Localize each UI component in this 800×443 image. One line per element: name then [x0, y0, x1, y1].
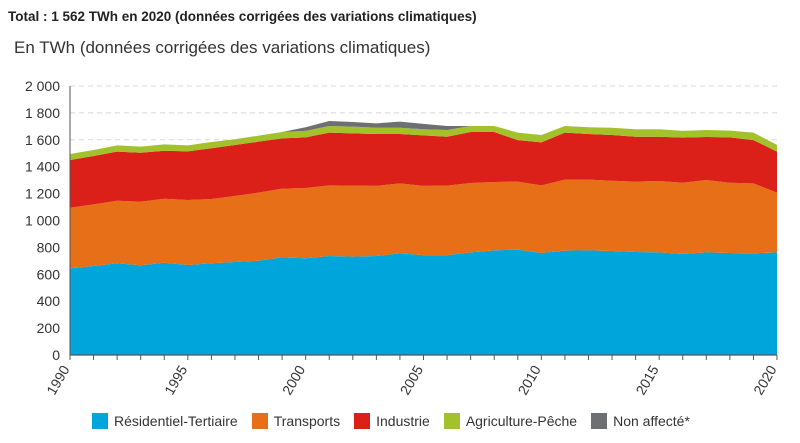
y-tick-label: 1 600: [25, 132, 60, 148]
legend: Résidentiel-Tertiaire Transports Industr…: [92, 413, 690, 429]
legend-swatch: [92, 413, 108, 429]
area-agriculture-p-che: [70, 125, 777, 160]
y-tick-label: 1 000: [25, 213, 60, 229]
y-tick-label: 400: [37, 293, 61, 309]
x-tick-label: 2015: [632, 362, 662, 397]
legend-label: Industrie: [376, 413, 430, 429]
legend-item-industrie: Industrie: [354, 413, 430, 429]
chart-title: Total : 1 562 TWh en 2020 (données corri…: [8, 9, 477, 24]
y-tick-label: 1 400: [25, 159, 60, 175]
x-tick-label: 1990: [43, 362, 73, 397]
area-transports: [70, 179, 777, 269]
x-tick-label: 2010: [514, 362, 544, 397]
legend-item-non-affecte: Non affecté*: [591, 413, 690, 429]
legend-item-agriculture: Agriculture-Pêche: [443, 413, 578, 429]
y-tick-label: 2 000: [25, 78, 60, 94]
y-tick-label: 800: [37, 239, 61, 255]
legend-swatch: [591, 413, 608, 429]
y-tick-label: 1 200: [25, 186, 60, 202]
area-non-affect-: [70, 120, 777, 155]
x-tick-label: 2000: [279, 362, 309, 397]
y-tick-label: 0: [52, 347, 60, 363]
x-tick-label: 2005: [397, 362, 427, 397]
legend-item-residentiel: Résidentiel-Tertiaire: [92, 413, 238, 429]
legend-label: Non affecté*: [613, 413, 690, 429]
legend-label: Transports: [273, 413, 341, 429]
legend-label: Résidentiel-Tertiaire: [114, 413, 238, 429]
legend-swatch: [251, 413, 268, 429]
area-r-sidentiel-tertiaire: [70, 249, 777, 355]
legend-item-transports: Transports: [251, 413, 341, 429]
y-tick-label: 1 800: [25, 105, 60, 121]
x-tick-label: 1995: [161, 362, 191, 397]
y-tick-label: 600: [37, 266, 61, 282]
legend-label: Agriculture-Pêche: [465, 413, 578, 429]
y-axis-label: En TWh (données corrigées des variations…: [14, 38, 431, 57]
y-tick-label: 200: [37, 320, 61, 336]
legend-swatch: [443, 413, 460, 429]
area-industrie: [70, 131, 777, 208]
x-tick-label: 2020: [750, 362, 780, 397]
legend-swatch: [354, 413, 371, 429]
